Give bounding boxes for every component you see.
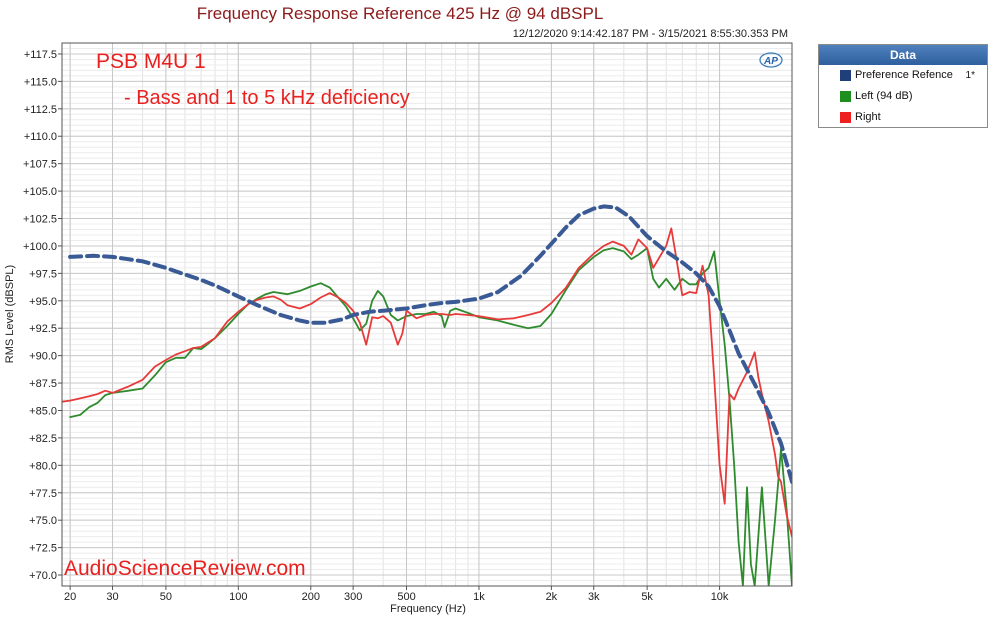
- legend-item-right[interactable]: Right: [819, 107, 987, 128]
- x-tick-label: 3k: [588, 591, 600, 603]
- plot-frame: [61, 42, 793, 587]
- series-layer: [62, 204, 792, 586]
- y-tick-label: +72.5: [29, 543, 57, 555]
- y-tick-label: +87.5: [29, 378, 57, 390]
- y-tick-label: +112.5: [24, 104, 57, 116]
- x-tick-label: 30: [106, 591, 118, 603]
- x-tick-label: 100: [229, 591, 247, 603]
- x-tick-label: 10k: [711, 591, 729, 603]
- series-line-right: [62, 227, 792, 538]
- annotation-model: PSB M4U 1: [96, 50, 206, 73]
- legend-title: Data: [819, 45, 987, 65]
- y-axis-label: RMS Level (dBSPL): [4, 265, 16, 363]
- y-tick-label: +102.5: [23, 214, 57, 226]
- ap-logo-icon: AP: [759, 52, 783, 68]
- y-tick-label: +85.0: [29, 405, 57, 417]
- x-tick-label: 200: [302, 591, 320, 603]
- y-tick-label: +107.5: [23, 159, 57, 171]
- y-axis: +117.5 +115.0 +112.5 +110.0 +107.5 +105.0 +102…: [23, 49, 62, 582]
- chart-title: Frequency Response Reference 425 Hz @ 94…: [197, 4, 604, 23]
- y-tick-label: +77.5: [29, 488, 57, 500]
- legend-item-left[interactable]: Left (94 dB): [819, 86, 987, 107]
- x-tick-label: 5k: [641, 591, 653, 603]
- y-tick-label: +80.0: [29, 460, 57, 472]
- x-tick-label: 2k: [546, 591, 558, 603]
- legend-swatch-left: [840, 91, 851, 102]
- y-tick-label: +97.5: [29, 268, 57, 280]
- x-tick-label: 500: [397, 591, 415, 603]
- x-axis: 20 30 50 100 200 300 500 1k 2k 3k 5k 10k: [64, 586, 729, 603]
- y-tick-label: +95.0: [29, 296, 57, 308]
- ap-logo-text: AP: [763, 56, 778, 67]
- legend-swatch-preference: [840, 70, 851, 81]
- y-tick-label: +90.0: [29, 351, 57, 363]
- y-tick-label: +115.0: [24, 76, 57, 88]
- legend: Data Preference Refence 1* Left (94 dB) …: [818, 44, 988, 128]
- series-line-preference-refence: [68, 204, 792, 484]
- x-tick-label: 20: [64, 591, 76, 603]
- legend-item-preference[interactable]: Preference Refence 1*: [819, 65, 987, 86]
- x-tick-label: 1k: [473, 591, 485, 603]
- legend-flag-preference: 1*: [965, 70, 975, 81]
- y-tick-label: +92.5: [29, 323, 57, 335]
- watermark: AudioScienceReview.com: [64, 557, 306, 580]
- x-axis-label: Frequency (Hz): [390, 603, 466, 615]
- legend-label-preference: Preference Refence: [855, 69, 953, 81]
- annotation-note: - Bass and 1 to 5 kHz deficiency: [124, 87, 410, 109]
- legend-label-right: Right: [855, 111, 881, 123]
- x-tick-label: 300: [344, 591, 362, 603]
- chart-subtitle: 12/12/2020 9:14:42.187 PM - 3/15/2021 8:…: [513, 28, 788, 40]
- legend-label-left: Left (94 dB): [855, 90, 913, 102]
- y-tick-label: +82.5: [29, 433, 57, 445]
- legend-swatch-right: [840, 112, 851, 123]
- x-tick-label: 50: [160, 591, 172, 603]
- y-tick-label: +105.0: [23, 186, 57, 198]
- y-tick-label: +100.0: [23, 241, 57, 253]
- y-tick-label: +110.0: [24, 131, 57, 143]
- y-tick-label: +75.0: [29, 515, 57, 527]
- y-tick-label: +70.0: [29, 570, 57, 582]
- y-tick-label: +117.5: [24, 49, 57, 61]
